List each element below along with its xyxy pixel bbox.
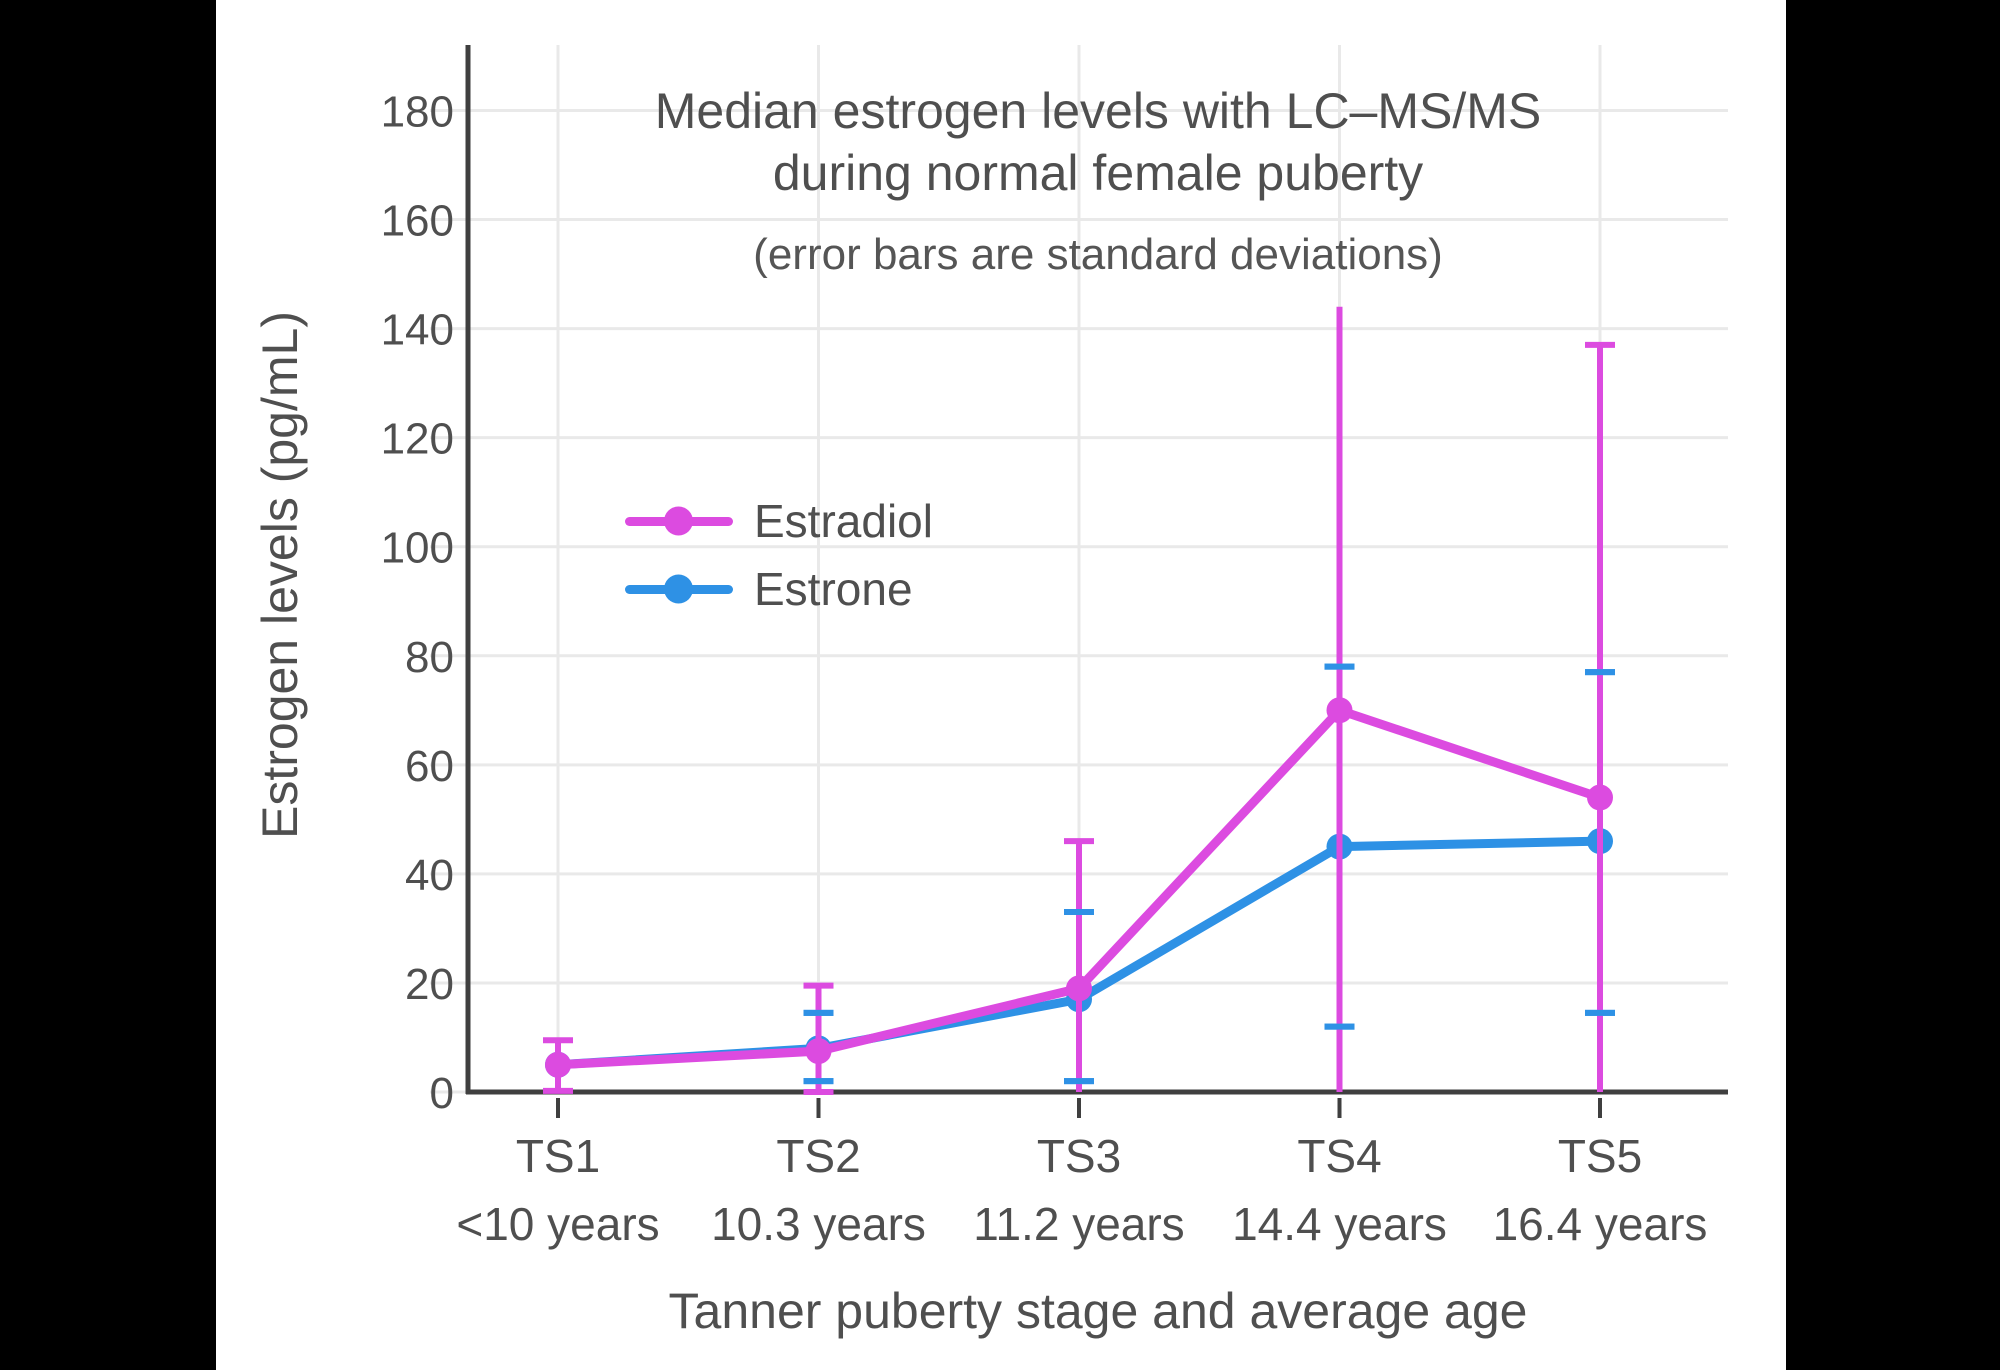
estrone-line-swatch [625, 574, 733, 604]
y-tick-label: 0 [430, 1069, 454, 1118]
chart-title-line1: Median estrogen levels with LC–MS/MS [654, 83, 1542, 139]
y-tick-label: 180 [381, 87, 454, 136]
legend-item-estrone[interactable]: Estrone [625, 564, 933, 614]
y-tick-label: 80 [405, 633, 454, 682]
estradiol-point-ts5 [1587, 784, 1613, 811]
y-tick-label: 20 [405, 960, 454, 1009]
x-tick-sublabel: 11.2 years [973, 1198, 1184, 1250]
estrone-marker-icon [664, 574, 693, 604]
x-tick-label: TS5 [1558, 1130, 1642, 1182]
chart-subtitle: (error bars are standard deviations) [753, 230, 1443, 279]
legend-label-estrone: Estrone [754, 563, 913, 615]
estradiol-point-ts4 [1326, 697, 1353, 724]
estradiol-point-ts2 [805, 1038, 832, 1065]
estradiol-marker-icon [664, 506, 693, 536]
y-tick-label: 40 [405, 851, 454, 900]
x-tick-label: TS4 [1297, 1130, 1381, 1182]
plot-area: 0 20 40 60 80 100 120 140 160 180 TS1 TS2 TS3 TS4 TS5 <… [381, 45, 1728, 1250]
chart-title-line2: during normal female puberty [772, 145, 1424, 201]
estradiol-point-ts1 [545, 1051, 571, 1078]
x-axis-title: Tanner puberty stage and average age [668, 1283, 1528, 1339]
y-tick-label: 60 [405, 742, 454, 791]
x-tick-sublabel: <10 years [456, 1198, 659, 1250]
legend-label-estradiol: Estradiol [754, 495, 933, 547]
x-tick-sublabel: 16.4 years [1493, 1198, 1708, 1250]
x-tick-sublabel: 14.4 years [1232, 1198, 1447, 1250]
y-tick-label: 100 [381, 524, 454, 573]
x-tick-sublabel: 10.3 years [711, 1198, 926, 1250]
x-tick-label: TS1 [516, 1130, 600, 1182]
chart-canvas: 0 20 40 60 80 100 120 140 160 180 TS1 TS2 TS3 TS4 TS5 <… [216, 0, 1786, 1370]
y-tick-label: 160 [381, 197, 454, 246]
legend: Estradiol Estrone [625, 496, 933, 632]
estradiol-point-ts3 [1066, 975, 1092, 1002]
y-tick-label: 140 [381, 306, 454, 355]
estradiol-line-swatch [625, 506, 733, 536]
y-axis-title: Estrogen levels (pg/mL) [252, 310, 308, 840]
x-tick-label: TS3 [1037, 1130, 1121, 1182]
x-tick-label: TS2 [776, 1130, 860, 1182]
y-tick-label: 120 [381, 415, 454, 464]
legend-item-estradiol[interactable]: Estradiol [625, 496, 933, 546]
